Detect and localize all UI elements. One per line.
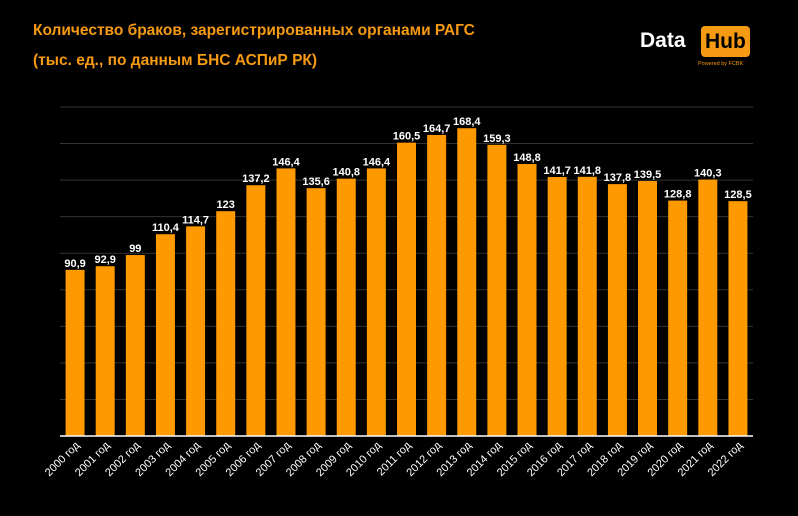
bar [577,176,597,436]
data-label: 168,4 [453,116,481,128]
bar [668,200,688,436]
data-label: 140,3 [694,168,722,180]
bar [366,168,386,436]
bar [186,226,206,436]
data-label: 114,7 [182,214,209,226]
bar [155,234,175,436]
chart-subtitle: (тыс. ед., по данным БНС АСПиР РК) [33,52,318,69]
data-label: 160,5 [393,131,421,143]
bar [517,164,537,436]
bar [547,177,567,436]
bar [607,184,627,436]
bar [246,185,266,436]
data-label: 135,6 [302,176,330,188]
bar [95,266,115,436]
bar [65,269,85,436]
data-label: 137,2 [242,173,270,185]
bar [638,181,658,436]
data-label: 148,8 [513,152,541,164]
data-label: 139,5 [634,169,662,181]
data-label: 141,8 [574,165,602,177]
bar [487,144,507,436]
bar [427,134,447,436]
data-label: 146,4 [272,156,300,168]
chart-title: Количество браков, зарегистрированных ор… [33,22,475,39]
data-label: 140,8 [332,167,360,179]
data-label: 90,9 [64,258,85,270]
bar [457,128,477,437]
data-label: 146,4 [363,156,391,168]
data-label: 128,5 [724,189,752,201]
logo-data-text: Data [640,29,686,52]
bar [306,188,326,436]
bar [216,211,236,436]
data-label: 159,3 [483,133,511,145]
bar [728,201,748,436]
data-label: 164,7 [423,123,451,135]
data-label: 99 [129,243,141,255]
data-label: 92,9 [94,254,115,266]
data-label: 123 [217,199,235,211]
data-label: 137,8 [604,172,632,184]
logo-powered-text: Powered by FCBK [698,61,744,67]
data-label: 128,8 [664,189,692,201]
bar [125,255,145,436]
bar [397,142,416,436]
logo-hub-badge: Hub [701,26,750,57]
bar [336,178,356,436]
data-label: 110,4 [152,222,180,234]
data-label: 141,7 [543,165,571,177]
bar [698,179,718,436]
bar [276,168,296,436]
